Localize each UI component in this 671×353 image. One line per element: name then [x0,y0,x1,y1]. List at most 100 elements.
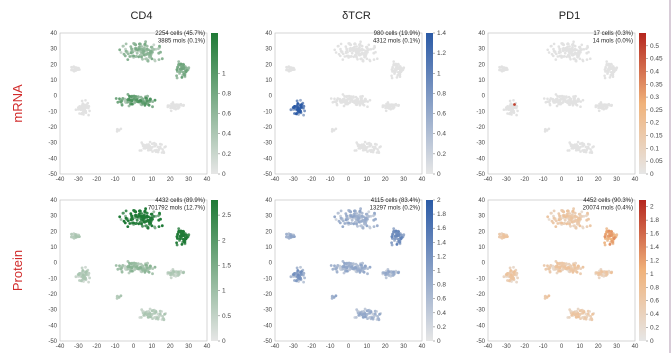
colorbar-tick-label: 2.5 [222,212,231,219]
cell-point [132,221,136,225]
cell-point [135,98,139,101]
cell-point [390,241,393,245]
cell-point [302,280,305,284]
cell-point [561,267,565,271]
cell-point [76,106,80,109]
cell-point [611,65,615,68]
cell-point [143,312,147,316]
cell-point [329,264,333,267]
cell-point [334,267,338,271]
cell-point [290,66,293,69]
colorbar-tick-label: 2 [437,197,441,204]
cell-point [153,98,157,102]
cell-point [179,229,183,233]
cell-point [339,42,343,46]
cell-point [135,221,138,225]
cell-point [369,310,373,314]
cell-point [285,232,288,236]
cell-point [557,218,561,222]
y-tick-label: -10 [48,276,57,282]
cell-point [180,76,184,79]
cell-point [377,317,380,320]
cell-point [561,210,565,213]
cell-point [118,215,122,219]
cell-point [133,100,137,104]
cell-point [578,142,582,146]
cell-point [139,99,143,103]
cell-point [292,106,296,109]
cell-point [565,222,569,226]
cell-point [545,296,549,299]
cell-point [577,148,581,151]
cell-point [334,51,338,54]
cell-point [384,276,388,280]
colorbar-tick-label: 0 [222,171,226,178]
cell-point [355,48,358,51]
cell-point [597,271,601,275]
x-tick-label: 0 [560,177,564,183]
cell-point [333,264,336,268]
cell-point [169,271,173,275]
cell-point [568,100,571,103]
cell-point [119,294,123,298]
cell-point [184,69,188,73]
cell-point [147,103,151,107]
cell-point [124,49,128,53]
cell-point [552,101,556,104]
cell-point [358,53,362,57]
cell-point [341,267,345,271]
cell-point [544,101,548,104]
cell-point [589,57,592,60]
cell-point [132,94,136,98]
cell-point [352,55,356,59]
cell-point [585,51,588,55]
cell-point [179,237,182,241]
cell-point [566,42,569,46]
panel-stat: 3885 mols (0.1%) [158,39,205,45]
cell-point [145,99,149,103]
cell-point [364,222,367,225]
cell-point [343,265,346,269]
cell-point [300,103,303,106]
cell-point [515,280,518,284]
colorbar-tick-label: 0.2 [650,120,659,127]
cell-point [580,48,584,51]
cell-point [577,100,580,103]
cell-point [128,261,131,265]
x-tick-label: -20 [520,177,529,183]
y-tick-label: -30 [476,141,485,147]
cell-point [395,234,399,238]
cell-point [556,265,559,269]
cell-point [505,66,508,70]
y-tick-label: 0 [482,261,486,267]
colorbar-tick-label: 0.2 [222,151,231,158]
cell-point [344,218,348,222]
cell-point [563,221,566,225]
cell-point [129,212,133,216]
x-tick-label: 20 [595,177,602,183]
x-tick-label: 0 [560,344,564,350]
cell-point [142,220,146,224]
cell-point [179,62,183,66]
cell-point [579,100,582,103]
cell-point [78,235,81,239]
cell-point [558,269,562,273]
cell-point [345,95,348,99]
panel-mrna-0: -40 -30 -20 -10 0 10 20 30 40403020100-10-20-30-… [48,31,231,183]
cell-point [398,65,402,68]
cell-point [126,100,130,104]
cell-point [145,214,149,218]
cell-point [607,229,611,233]
cell-point [578,224,582,228]
colorbar-tick-label: 0 [437,171,441,178]
cell-point [84,109,87,113]
x-tick-label: 30 [185,344,192,350]
cell-point [80,111,84,115]
x-tick-label: -40 [271,344,280,350]
y-tick-label: -20 [48,292,57,298]
cell-point [147,143,150,146]
x-tick-label: 0 [132,177,136,183]
cell-point [130,102,134,106]
cell-point [509,102,513,105]
cell-point [395,243,399,246]
